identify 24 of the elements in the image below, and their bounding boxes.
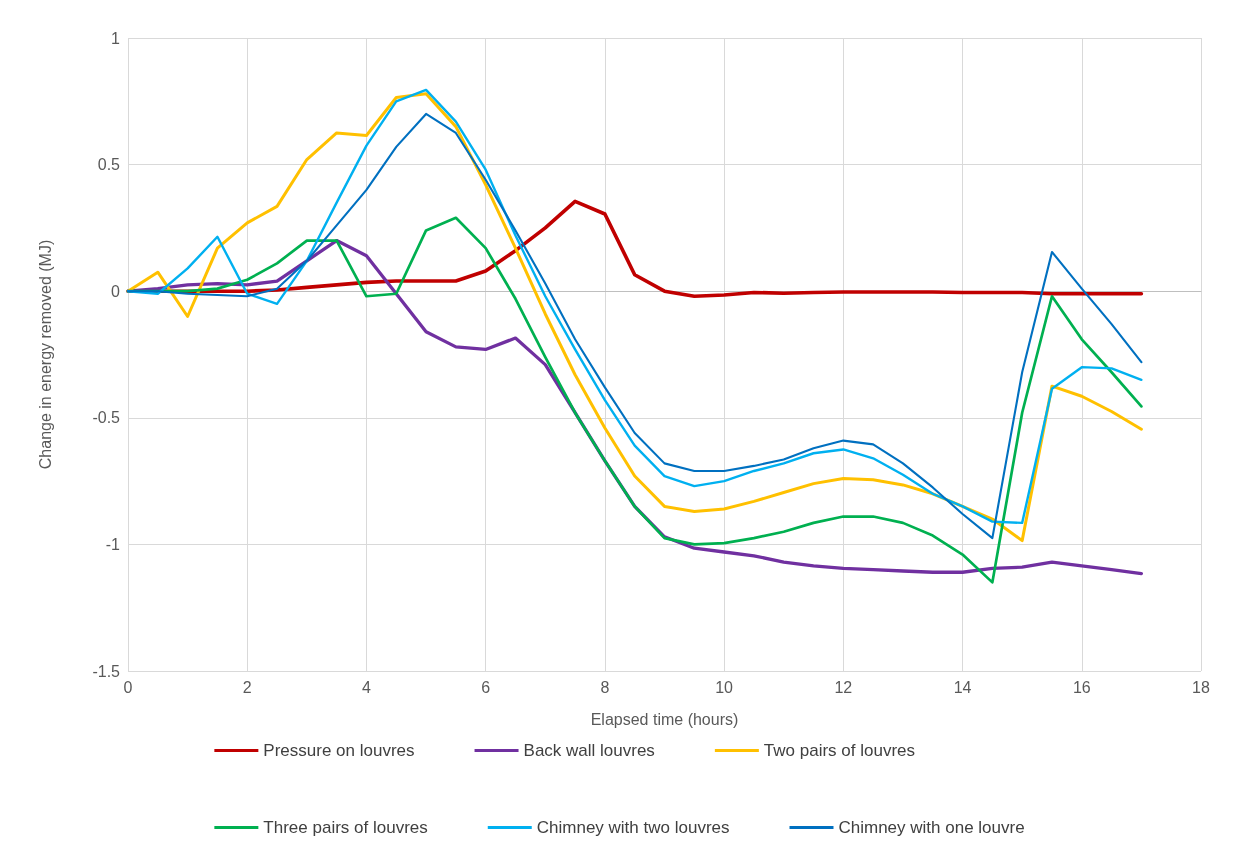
x-tick-label: 0 — [123, 678, 133, 696]
x-tick-label: 18 — [1192, 678, 1210, 696]
x-tick-label: 2 — [242, 678, 252, 696]
legend-label: Three pairs of louvres — [263, 818, 428, 837]
y-tick-label: -0.5 — [92, 409, 121, 427]
legend-label: Pressure on louvres — [263, 741, 415, 760]
x-tick-label: 12 — [834, 678, 853, 696]
x-tick-label: 6 — [481, 678, 491, 696]
x-tick-label: 8 — [600, 678, 610, 696]
y-axis-title: Change in energy removed (MJ) — [36, 239, 54, 470]
legend-label: Chimney with one louvre — [838, 818, 1025, 837]
legend-label: Chimney with two louvres — [536, 818, 730, 837]
x-tick-label: 16 — [1072, 678, 1091, 696]
x-axis-title: Elapsed time (hours) — [590, 710, 739, 728]
y-tick-label: -1.5 — [92, 662, 121, 680]
y-tick-label: 0.5 — [97, 156, 121, 174]
y-tick-label: 1 — [111, 29, 121, 47]
x-tick-label: 10 — [715, 678, 734, 696]
x-tick-label: 14 — [953, 678, 972, 696]
y-tick-label: -1 — [105, 535, 121, 553]
legend-label: Two pairs of louvres — [763, 741, 916, 760]
legend-label: Back wall louvres — [523, 741, 655, 760]
y-tick-label: 0 — [111, 282, 121, 300]
x-tick-label: 4 — [361, 678, 371, 696]
